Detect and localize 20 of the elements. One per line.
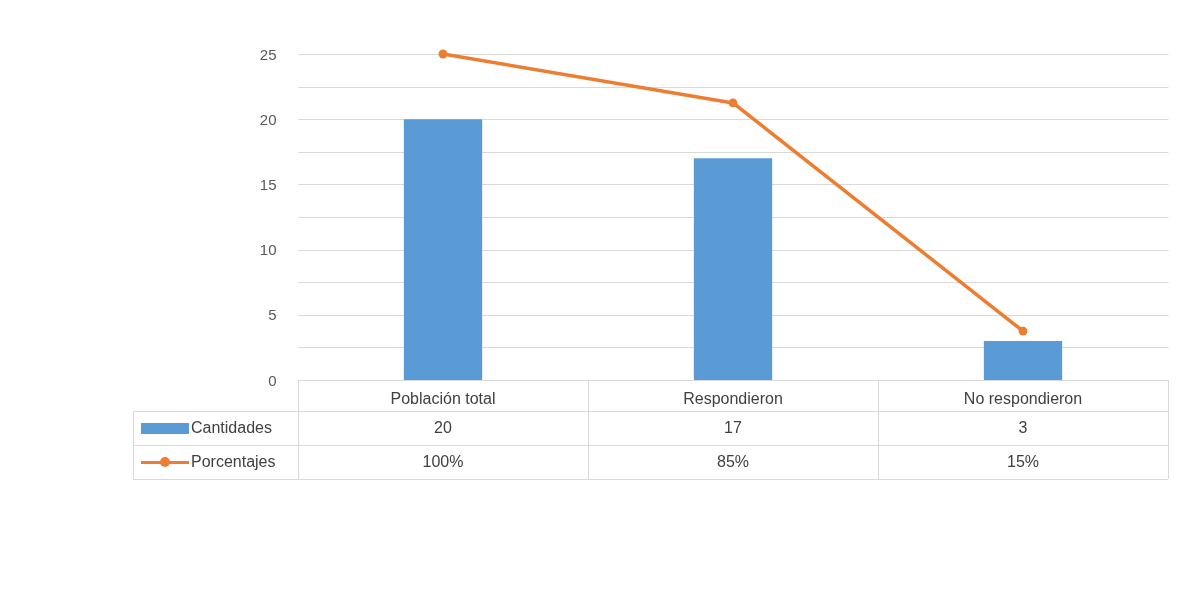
data-label: 15% [1006,452,1040,472]
y-tick-label: 20 [259,110,277,128]
legend-label: Cantidades [191,419,272,437]
y-tick-label: 25 [259,45,277,63]
data-label: 100% [421,452,465,472]
x-tick-label: Respondieron [683,389,783,407]
data-label: 20 [433,418,453,438]
y-tick-label: 10 [259,241,277,259]
y-tick-label: 15 [259,175,277,193]
data-label: 85% [716,452,750,472]
x-tick-label: Población total [390,389,496,407]
data-label: 3 [1017,418,1029,438]
x-tick-label: No respondieron [963,389,1083,407]
legend-label: Porcentajes [191,453,276,471]
y-tick-label: 5 [268,306,277,324]
data-label: 17 [723,418,743,438]
bar [693,158,773,380]
y-tick-label: 0 [268,371,277,389]
bar [983,340,1063,380]
bar [403,119,483,380]
